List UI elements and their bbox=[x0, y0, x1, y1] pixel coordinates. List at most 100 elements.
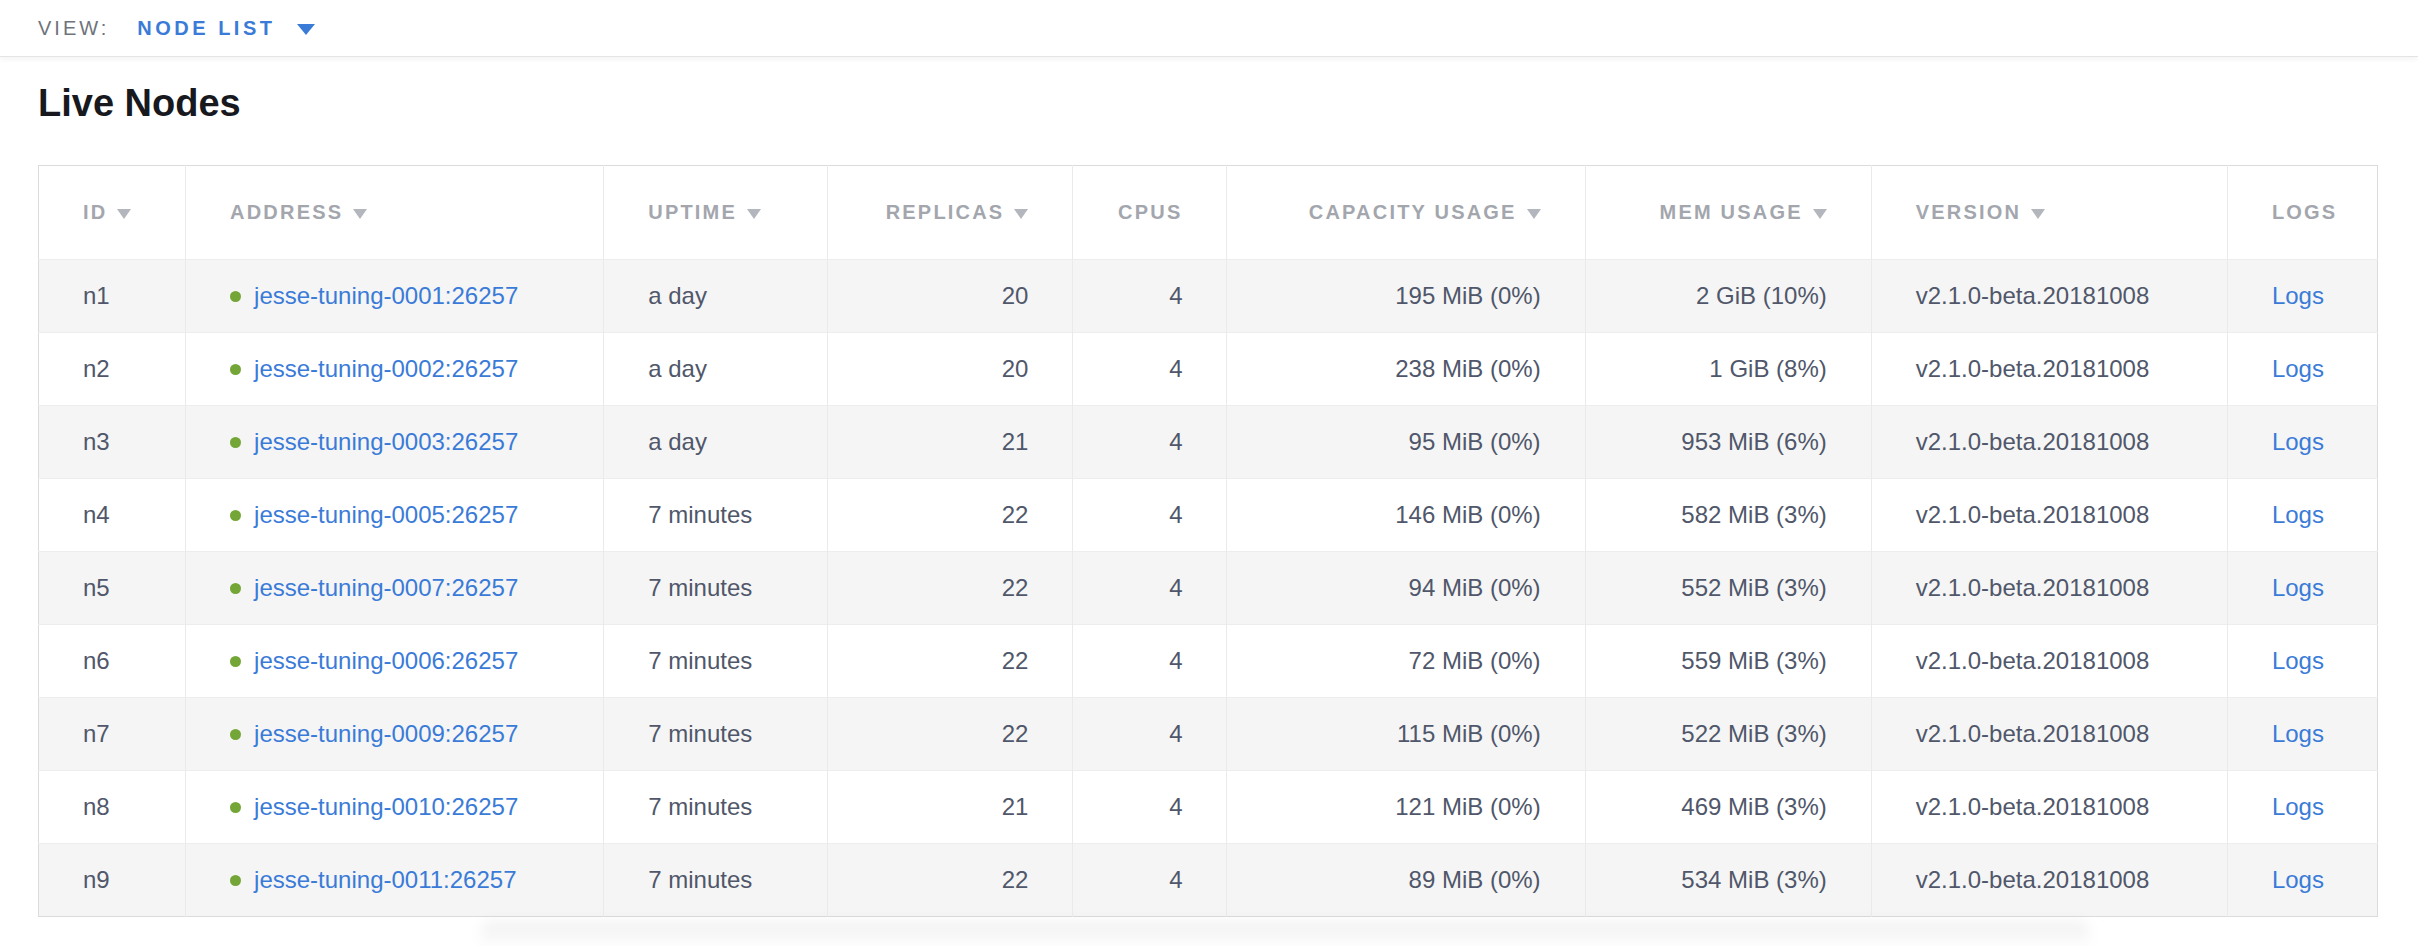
table-row: n1 jesse-tuning-0001:26257 a day204195 MiB… bbox=[39, 260, 2378, 333]
cell-logs: Logs bbox=[2227, 479, 2377, 552]
cell-replicas: 21 bbox=[828, 406, 1073, 479]
cell-address: jesse-tuning-0001:26257 bbox=[186, 260, 604, 333]
node-address-link[interactable]: jesse-tuning-0009:26257 bbox=[254, 720, 518, 747]
node-address-link[interactable]: jesse-tuning-0011:26257 bbox=[254, 866, 516, 893]
sort-desc-icon bbox=[1014, 209, 1028, 219]
cell-capacity: 95 MiB (0%) bbox=[1227, 406, 1585, 479]
node-address-link[interactable]: jesse-tuning-0010:26257 bbox=[254, 793, 518, 820]
cell-uptime: 7 minutes bbox=[604, 844, 828, 917]
live-nodes-table: ID ADDRESSUPTIME REPLICAS CPUS CAPACITY USAG… bbox=[38, 165, 2378, 917]
logs-link[interactable]: Logs bbox=[2272, 866, 2324, 893]
column-header-label: CPUS bbox=[1118, 201, 1182, 223]
sort-desc-icon bbox=[747, 209, 761, 219]
column-header-cpus: CPUS bbox=[1073, 166, 1227, 260]
cell-replicas: 21 bbox=[828, 771, 1073, 844]
cell-id: n9 bbox=[39, 844, 186, 917]
table-row: n6jesse-tuning-0006:262577 minutes22472 … bbox=[39, 625, 2378, 698]
node-live-status-icon bbox=[230, 364, 241, 375]
node-live-status-icon bbox=[230, 291, 241, 302]
cell-address: jesse-tuning-0009:26257 bbox=[186, 698, 604, 771]
cell-address: jesse-tuning-0003:26257 bbox=[186, 406, 604, 479]
cell-mem: 559 MiB (3%) bbox=[1585, 625, 1871, 698]
cell-capacity: 195 MiB (0%) bbox=[1227, 260, 1585, 333]
cell-mem: 522 MiB (3%) bbox=[1585, 698, 1871, 771]
cell-mem: 953 MiB (6%) bbox=[1585, 406, 1871, 479]
node-address-link[interactable]: jesse-tuning-0005:26257 bbox=[254, 501, 518, 528]
node-live-status-icon bbox=[230, 656, 241, 667]
table-row: n8jesse-tuning-0010:262577 minutes214121… bbox=[39, 771, 2378, 844]
logs-link[interactable]: Logs bbox=[2272, 282, 2324, 309]
cell-replicas: 22 bbox=[828, 552, 1073, 625]
cell-capacity: 146 MiB (0%) bbox=[1227, 479, 1585, 552]
cell-uptime: a day bbox=[604, 260, 828, 333]
page-title: Live Nodes bbox=[38, 83, 2378, 123]
column-header-id[interactable]: ID bbox=[39, 166, 186, 260]
cell-mem: 1 GiB (8%) bbox=[1585, 333, 1871, 406]
below-fold-shadow bbox=[480, 921, 2090, 945]
cell-cpus: 4 bbox=[1073, 771, 1227, 844]
cell-cpus: 4 bbox=[1073, 260, 1227, 333]
column-header-label: ID bbox=[83, 201, 107, 223]
column-header-label: CAPACITY USAGE bbox=[1309, 201, 1517, 223]
sort-desc-icon bbox=[117, 209, 131, 219]
cell-logs: Logs bbox=[2227, 771, 2377, 844]
logs-link[interactable]: Logs bbox=[2272, 720, 2324, 747]
node-address-link[interactable]: jesse-tuning-0002:26257 bbox=[254, 355, 518, 382]
column-header-uptime[interactable]: UPTIME bbox=[604, 166, 828, 260]
node-address-link[interactable]: jesse-tuning-0007:26257 bbox=[254, 574, 518, 601]
cell-logs: Logs bbox=[2227, 406, 2377, 479]
cell-replicas: 22 bbox=[828, 479, 1073, 552]
table-row: n3jesse-tuning-0003:26257a day21495 MiB … bbox=[39, 406, 2378, 479]
logs-link[interactable]: Logs bbox=[2272, 355, 2324, 382]
cell-id: n1 bbox=[39, 260, 186, 333]
sort-desc-icon bbox=[353, 209, 367, 219]
logs-link[interactable]: Logs bbox=[2272, 428, 2324, 455]
cell-replicas: 20 bbox=[828, 333, 1073, 406]
node-live-status-icon bbox=[230, 802, 241, 813]
column-header-label: MEM USAGE bbox=[1660, 201, 1803, 223]
cell-version: v2.1.0-beta.20181008 bbox=[1871, 552, 2227, 625]
cell-logs: Logs bbox=[2227, 552, 2377, 625]
cell-address: jesse-tuning-0007:26257 bbox=[186, 552, 604, 625]
cell-address: jesse-tuning-0010:26257 bbox=[186, 771, 604, 844]
column-header-address[interactable]: ADDRESS bbox=[186, 166, 604, 260]
cell-cpus: 4 bbox=[1073, 406, 1227, 479]
cell-address: jesse-tuning-0011:26257 bbox=[186, 844, 604, 917]
view-dropdown[interactable]: NODE LIST bbox=[137, 17, 315, 40]
cell-version: v2.1.0-beta.20181008 bbox=[1871, 844, 2227, 917]
node-address-link[interactable]: jesse-tuning-0001:26257 bbox=[254, 282, 518, 309]
logs-link[interactable]: Logs bbox=[2272, 574, 2324, 601]
column-header-label: REPLICAS bbox=[886, 201, 1005, 223]
logs-link[interactable]: Logs bbox=[2272, 647, 2324, 674]
cell-capacity: 238 MiB (0%) bbox=[1227, 333, 1585, 406]
cell-replicas: 20 bbox=[828, 260, 1073, 333]
cell-replicas: 22 bbox=[828, 844, 1073, 917]
cell-uptime: 7 minutes bbox=[604, 771, 828, 844]
cell-logs: Logs bbox=[2227, 333, 2377, 406]
column-header-replicas[interactable]: REPLICAS bbox=[828, 166, 1073, 260]
cell-version: v2.1.0-beta.20181008 bbox=[1871, 406, 2227, 479]
cell-id: n7 bbox=[39, 698, 186, 771]
table-row: n7jesse-tuning-0009:262577 minutes224115… bbox=[39, 698, 2378, 771]
view-label: VIEW: bbox=[38, 17, 109, 40]
column-header-capacity[interactable]: CAPACITY USAGE bbox=[1227, 166, 1585, 260]
cell-logs: Logs bbox=[2227, 260, 2377, 333]
cell-cpus: 4 bbox=[1073, 333, 1227, 406]
cell-id: n2 bbox=[39, 333, 186, 406]
logs-link[interactable]: Logs bbox=[2272, 793, 2324, 820]
cell-cpus: 4 bbox=[1073, 698, 1227, 771]
cell-replicas: 22 bbox=[828, 698, 1073, 771]
cell-cpus: 4 bbox=[1073, 552, 1227, 625]
cell-address: jesse-tuning-0005:26257 bbox=[186, 479, 604, 552]
cell-version: v2.1.0-beta.20181008 bbox=[1871, 479, 2227, 552]
cell-address: jesse-tuning-0006:26257 bbox=[186, 625, 604, 698]
cell-version: v2.1.0-beta.20181008 bbox=[1871, 771, 2227, 844]
column-header-mem[interactable]: MEM USAGE bbox=[1585, 166, 1871, 260]
node-address-link[interactable]: jesse-tuning-0003:26257 bbox=[254, 428, 518, 455]
logs-link[interactable]: Logs bbox=[2272, 501, 2324, 528]
cell-uptime: a day bbox=[604, 333, 828, 406]
cell-cpus: 4 bbox=[1073, 479, 1227, 552]
node-address-link[interactable]: jesse-tuning-0006:26257 bbox=[254, 647, 518, 674]
column-header-version[interactable]: VERSION bbox=[1871, 166, 2227, 260]
table-row: n4jesse-tuning-0005:262577 minutes224146… bbox=[39, 479, 2378, 552]
